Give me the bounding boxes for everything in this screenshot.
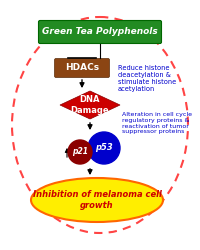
Text: DNA
Damage: DNA Damage [71, 95, 109, 115]
FancyBboxPatch shape [38, 20, 162, 44]
Polygon shape [60, 91, 120, 119]
Circle shape [68, 140, 92, 164]
Text: p21: p21 [72, 148, 88, 156]
Circle shape [88, 132, 120, 164]
Ellipse shape [31, 178, 163, 222]
Text: p53: p53 [95, 144, 113, 152]
Text: Inhibition of melanoma cell
growth: Inhibition of melanoma cell growth [33, 190, 161, 210]
Text: Alteration in cell cycle
regulatory proteins &
reactivation of tumor
suppressor : Alteration in cell cycle regulatory prot… [122, 112, 192, 134]
Text: Green Tea Polyphenols: Green Tea Polyphenols [42, 28, 158, 36]
FancyBboxPatch shape [54, 58, 110, 78]
Text: Reduce histone
deacetylation &
stimulate histone
acetylation: Reduce histone deacetylation & stimulate… [118, 65, 176, 92]
Text: HDACs: HDACs [65, 64, 99, 72]
